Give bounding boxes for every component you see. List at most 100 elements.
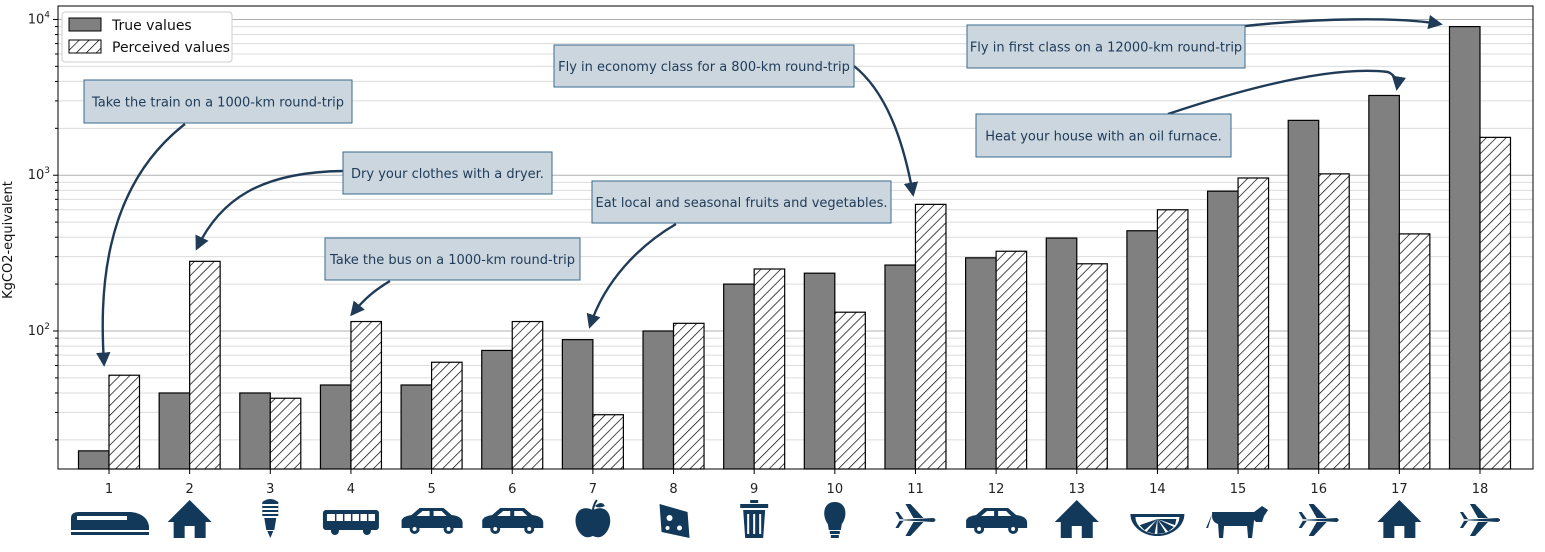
house-icon [1054, 500, 1099, 538]
x-tick-label: 14 [1149, 482, 1166, 497]
annotation-background [966, 24, 1246, 69]
annotation-background [342, 151, 553, 195]
x-tick-label: 10 [827, 482, 844, 497]
bar-perceived-value [1398, 233, 1431, 470]
train-icon [71, 512, 149, 535]
annotation-arrow [853, 65, 919, 197]
bar-perceived-value [1318, 173, 1350, 470]
annotation-text: Fly in economy class for a 800-km round-… [558, 60, 850, 75]
annotation-background [324, 237, 581, 281]
annotation-background [83, 79, 353, 124]
bar-true-value [1287, 119, 1320, 470]
x-tick-label: 3 [266, 482, 274, 497]
bar-true-value [1448, 25, 1481, 470]
bar-true-value [642, 330, 675, 470]
lightbulb-cfl-icon [262, 499, 279, 538]
x-tick-label: 1 [105, 482, 113, 497]
category-icons [71, 499, 1500, 538]
annotation-text: Take the train on a 1000-km round-trip [91, 96, 344, 111]
x-tick-label: 17 [1391, 482, 1408, 497]
x-tick-label: 8 [669, 482, 677, 497]
house-icon [1377, 500, 1422, 538]
bar-true-value [1126, 230, 1159, 470]
x-tick-label: 5 [427, 482, 435, 497]
legend-frame [61, 11, 233, 63]
car-icon [966, 508, 1028, 534]
legend-label-true: True values [111, 18, 192, 34]
airplane-icon [1298, 504, 1339, 536]
y-tick-label: 102 [28, 322, 50, 339]
bar-perceived-value [430, 361, 463, 470]
bar-true-value [239, 392, 271, 470]
x-tick-label: 4 [347, 482, 355, 497]
annotation-arrow [96, 123, 186, 367]
legend-label-perceived: Perceived values [112, 40, 230, 56]
bar-true-value [884, 264, 917, 470]
x-tick-label: 2 [186, 482, 194, 497]
y-axis-label: KgCO2-equivalent [1, 181, 16, 299]
bar-true-value [158, 392, 191, 470]
legend-swatch-true [68, 17, 102, 32]
cow-icon [1206, 506, 1269, 538]
bar-perceived-value [995, 250, 1028, 470]
bus-icon [322, 510, 379, 535]
airplane-icon [1460, 504, 1500, 536]
annotation-text: Take the bus on a 1000-km round-trip [329, 253, 575, 268]
annotation-box: Take the bus on a 1000-km round-trip [324, 237, 581, 281]
bar-perceived-value [914, 203, 947, 470]
y-tick-label: 104 [28, 10, 51, 27]
legend-swatch-perceived [68, 39, 102, 54]
annotation-text: Fly in first class on a 12000-km round-t… [970, 41, 1242, 56]
annotations: Take the train on a 1000-km round-trip Dr… [83, 14, 1443, 367]
bar-true-value [481, 349, 513, 470]
apple-icon [575, 499, 611, 538]
bar-true-value [803, 272, 836, 470]
bar-true-value [561, 339, 594, 470]
x-tick-label: 6 [508, 482, 516, 497]
annotation-text: Heat your house with an oil furnace. [985, 130, 1221, 145]
bar-perceived-value [1076, 263, 1108, 470]
x-tick-label: 7 [589, 482, 597, 497]
x-tick-label: 9 [750, 482, 758, 497]
bar-true-value [400, 384, 433, 470]
citrus-icon [1130, 514, 1185, 536]
legend: True values Perceived values [61, 11, 233, 63]
y-tick-label: 103 [28, 166, 50, 183]
bar-true-value [723, 283, 755, 470]
annotation-box: Fly in first class on a 12000-km round-t… [966, 24, 1246, 69]
annotation-arrow [1244, 14, 1443, 30]
annotation-box: Dry your clothes with a dryer. [342, 151, 553, 195]
bar-true-value [319, 384, 352, 470]
annotation-box: Take the train on a 1000-km round-trip [83, 79, 353, 124]
annotation-arrow [195, 169, 344, 251]
bar-perceived-value [269, 397, 302, 470]
annotation-box: Fly in economy class for a 800-km round-… [553, 44, 855, 88]
x-tick-label: 11 [907, 482, 924, 497]
bar-perceived-value [1237, 177, 1270, 470]
bar-true-value [77, 450, 110, 470]
bar-perceived-value [1479, 136, 1512, 470]
annotation-background [553, 44, 855, 88]
x-tick-label: 18 [1472, 482, 1489, 497]
x-tick-label: 15 [1230, 482, 1247, 497]
bar-true-value [1045, 237, 1078, 470]
bars [77, 25, 1512, 470]
annotation-background [591, 180, 892, 224]
annotation-box: Heat your house with an oil furnace. [975, 113, 1232, 158]
annotation-background [975, 113, 1232, 158]
bar-perceived-value [834, 311, 866, 470]
bar-true-value [1368, 94, 1400, 470]
bar-perceived-value [592, 414, 624, 470]
bar-perceived-value [189, 260, 221, 470]
bar-true-value [1206, 190, 1239, 470]
bar-perceived-value [350, 320, 383, 470]
annotation-box: Eat local and seasonal fruits and vegeta… [591, 180, 892, 224]
house-icon [167, 500, 212, 538]
bar-perceived-value [1156, 209, 1189, 470]
x-tick-label: 13 [1068, 482, 1085, 497]
car-icon [401, 508, 463, 534]
annotation-arrow [1167, 69, 1406, 116]
annotation-text: Dry your clothes with a dryer. [351, 167, 544, 182]
